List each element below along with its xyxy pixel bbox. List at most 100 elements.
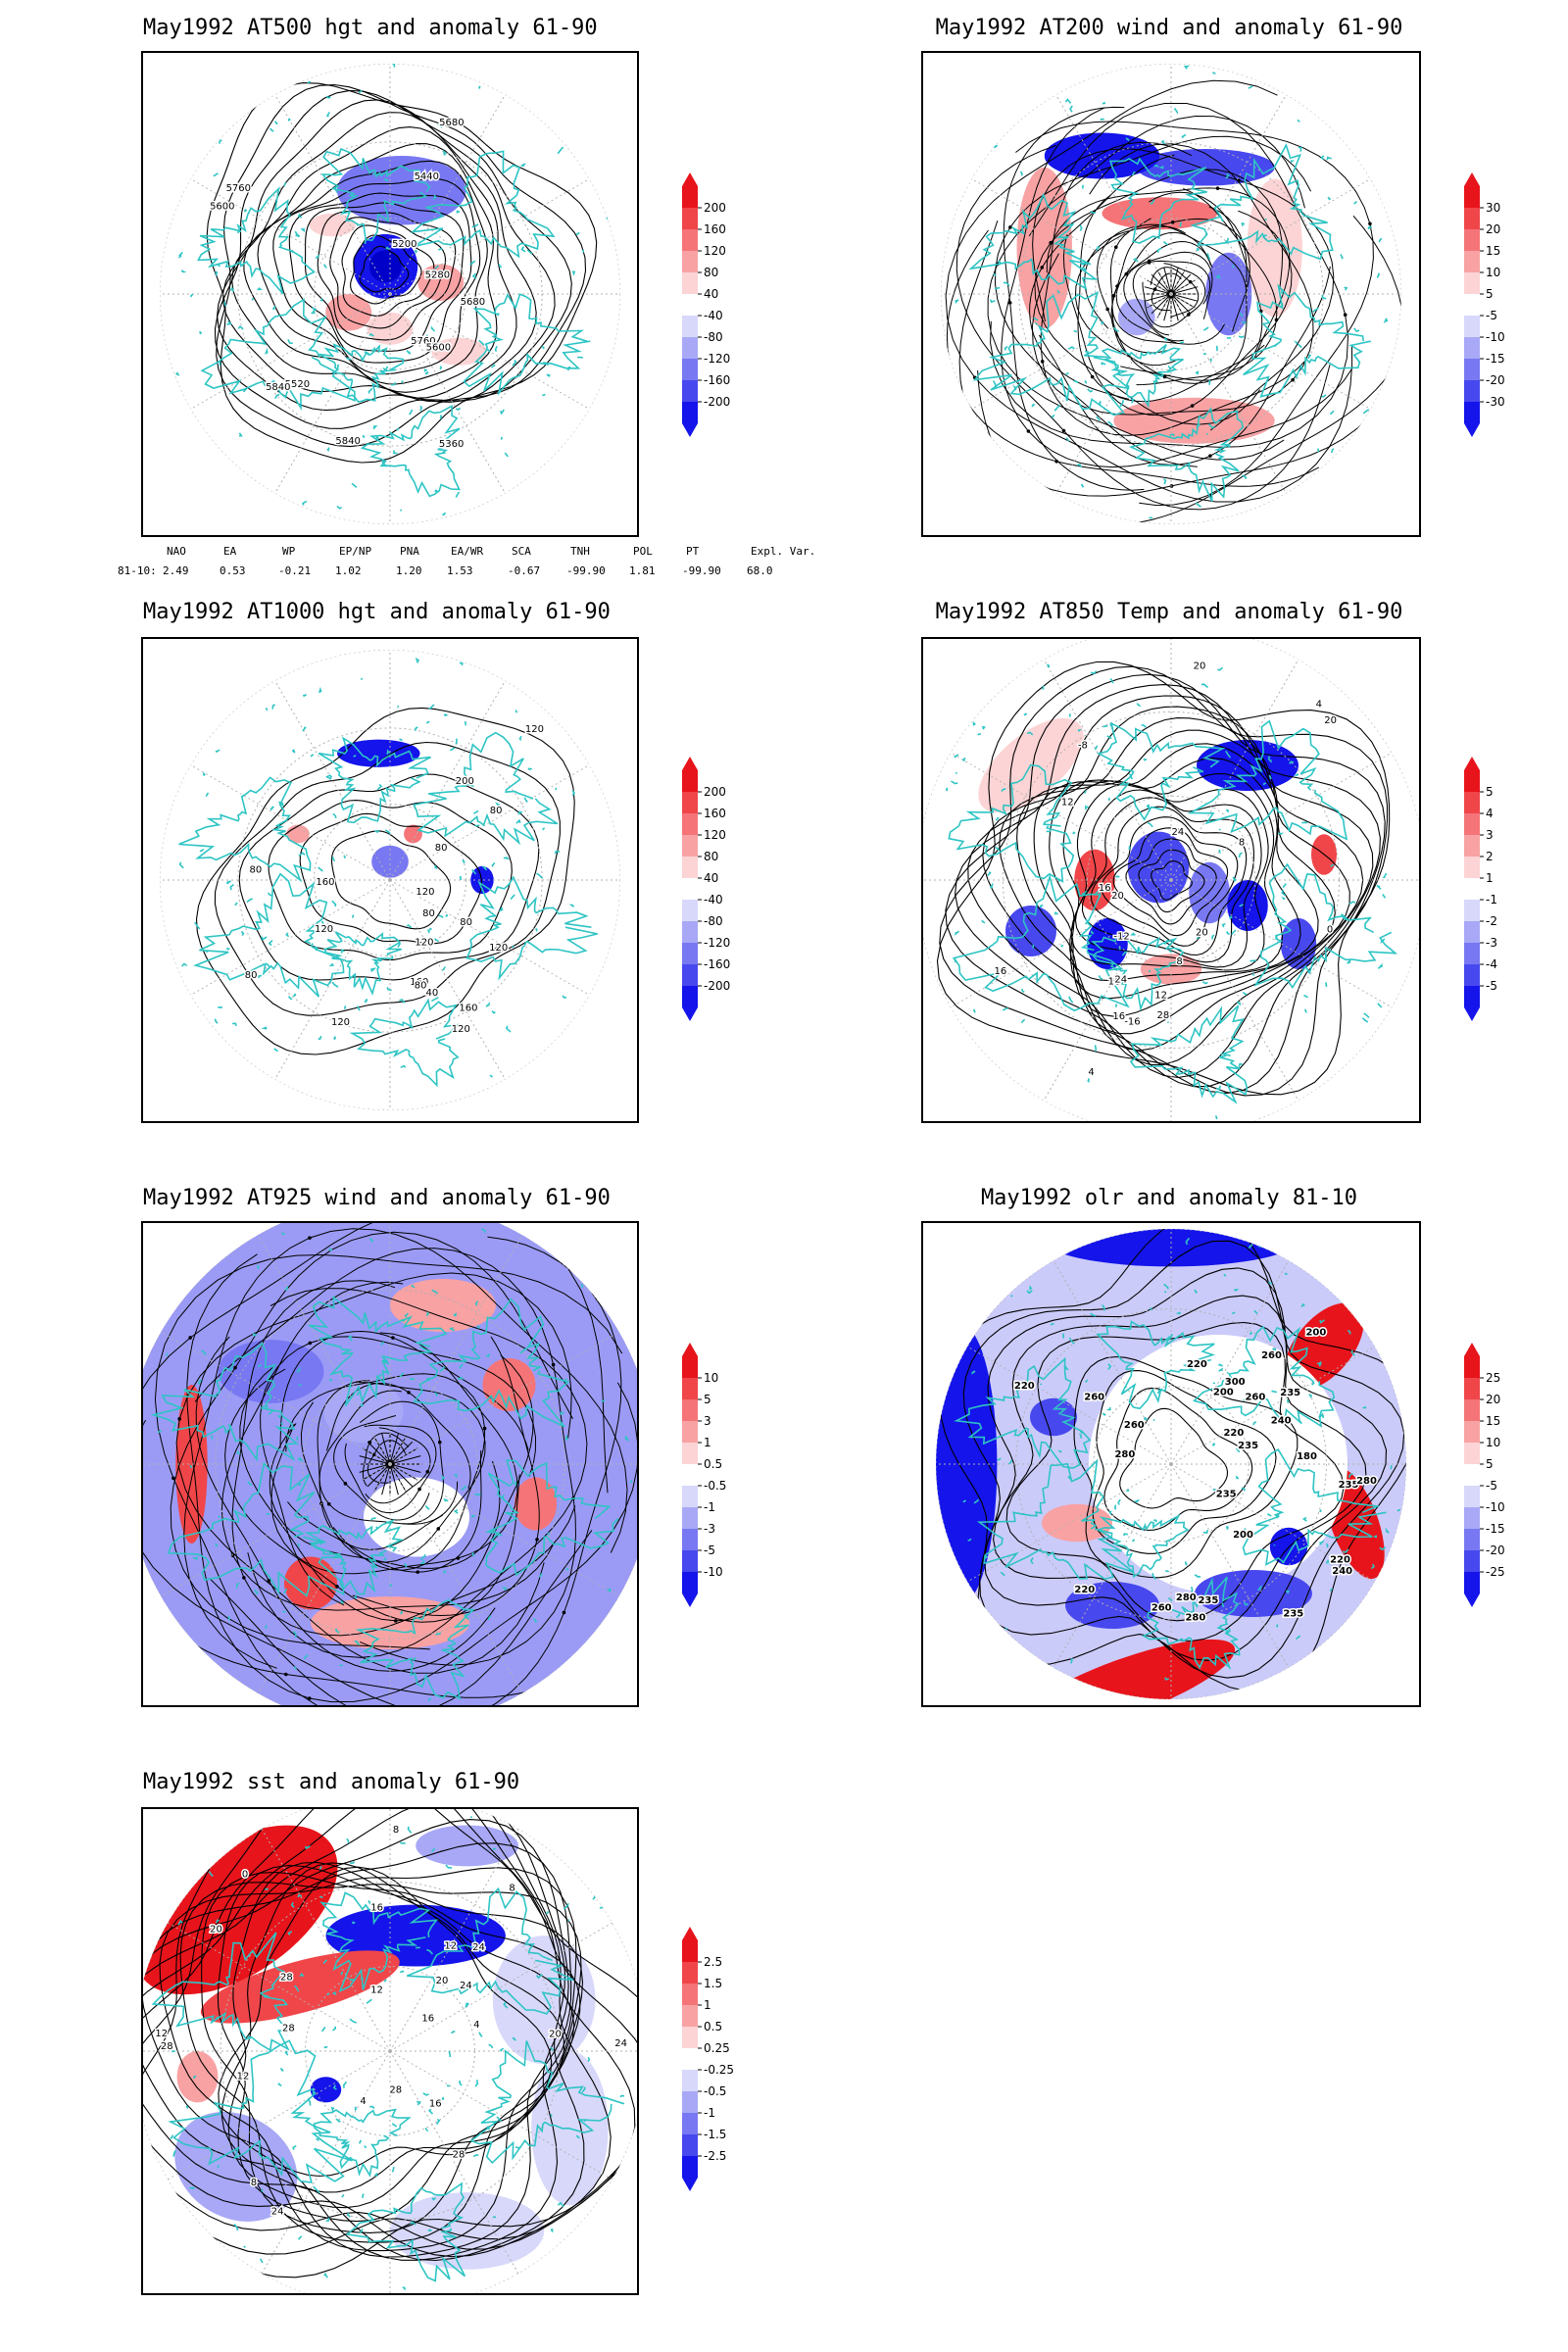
index-value-cell: -0.21 [278,564,312,577]
colorbar-tick-label: 160 [704,807,726,820]
contour-label: 0 [242,1870,248,1881]
contour-label: 80 [245,970,258,981]
contour-label: 80 [250,864,263,875]
colorbar-tick-label: 120 [704,828,726,842]
colorbar-tick-label: -1 [1486,893,1497,906]
colorbar-tick-label: 1 [1486,871,1494,885]
colorbar-segment [1464,402,1480,423]
colorbar-segment [1464,857,1480,878]
colorbar-tick-label: -200 [704,395,730,409]
index-header-cell: TNH [570,545,590,558]
colorbar-segment [682,1507,698,1529]
contour-labels: 2202602352202352602202352602402352802001… [1012,1326,1378,1625]
contour-label: 4 [1088,1067,1094,1078]
contour-label: 24 [460,1981,472,1991]
contour-labels: 28 28 24 24 20 20 16 16 12 12 8 8 4 28 24 0 4 8 12 16 20 24 28… [154,1823,629,2219]
colorbar-top-arrow [1464,172,1480,186]
colorbar-tick-label: -20 [1486,1544,1505,1557]
contour-label: 300 [1225,1377,1246,1388]
contour-label: 12 [1061,797,1074,808]
contour-label: 5760 [411,336,435,347]
colorbar-bottom-arrow [682,1593,698,1607]
colorbar-segment [1464,229,1480,251]
colorbar-segment [1464,1507,1480,1529]
colorbar-segment [682,2091,698,2113]
contour-label: 280 [1114,1449,1135,1460]
index-header-cell: EA/WR [451,545,484,558]
colorbar-segment [682,1356,698,1378]
colorbar-tick-label: -200 [704,979,730,993]
contour-label: -12 [1113,932,1129,943]
colorbar-tick-label: -1.5 [704,2128,726,2141]
contour-label: 16 [370,1903,383,1914]
colorbar-segment [1464,1486,1480,1507]
contour-label: 260 [1124,1420,1145,1431]
coastlines [174,64,611,516]
colorbar-tick-label: 20 [1486,1393,1500,1406]
panel-title-olr: May1992 olr and anomaly 81-10 [980,1186,1358,1210]
colorbar-tick-label: -5 [704,1544,715,1557]
contour-label: 5840 [266,382,290,393]
colorbar-segment [682,964,698,986]
colorbar-tick-label: -0.25 [704,2063,734,2077]
lat-lon-grid [143,1223,637,1705]
colorbar-segment [682,337,698,359]
colorbar-tick-label: -80 [704,914,723,928]
contour-label: 4 [473,2020,479,2031]
contour-label: 24 [614,2038,627,2049]
colorbar-segment [682,900,698,921]
colorbar-tick-label: -1 [704,1500,715,1514]
colorbar-segment [1464,1356,1480,1378]
contour-label: 200 [1233,1530,1253,1541]
contour-label: -8 [1078,741,1088,752]
colorbar-segment [682,770,698,792]
contour-label: 120 [416,887,434,898]
colorbar-tick-label: 2 [1486,850,1494,863]
contour-label: 12 [1154,991,1167,1002]
colorbar-tick-label: -5 [1486,309,1497,322]
colorbar-segment [682,2005,698,2027]
coastlines [945,663,1419,1120]
colorbar-tick-label: 1.5 [704,1977,722,1990]
contour-label: 16 [995,966,1007,977]
contour-label: 5600 [426,343,451,354]
contour-label: 235 [1216,1490,1237,1500]
colorbar-tick-label: 3 [704,1414,711,1428]
contour-label: 80 [435,843,448,854]
contour-label: 260 [1245,1393,1265,1403]
contour-label: 5360 [439,439,464,450]
colorbar-tick-label: -30 [1486,395,1505,409]
colorbar-segment [682,272,698,294]
colorbar-segment [1464,251,1480,272]
colorbar-tick-label: -0.5 [704,2084,726,2098]
colorbar-tick-label: -5 [1486,979,1497,993]
colorbar-segment [1464,294,1480,316]
contour-label: 20 [436,1976,449,1986]
colorbar-tick-label: 15 [1486,244,1500,258]
colorbar-segment [1464,208,1480,229]
colorbar-wind200: 30 20 15 10 5 -5 -10 -15 -20 -30 [1464,172,1533,451]
map-hgt1000: 120 120 120 160 120 80 120 160 40 80 160 200 80 80 120… [141,637,639,1123]
panel-title-wind200: May1992 AT200 wind and anomaly 61-90 [935,16,1403,40]
colorbar-segment [682,1464,698,1486]
colorbar-tick-label: 40 [704,287,718,301]
colorbar-tick-label: 15 [1486,1414,1500,1428]
colorbar-segment [682,878,698,900]
contour-label: 235 [1339,1480,1359,1491]
contour-label: 200 [1305,1328,1326,1339]
colorbar-bottom-arrow [1464,1007,1480,1021]
contour-label: 5600 [210,202,234,213]
colorbar-segment [682,229,698,251]
contour-label: 12 [237,2072,250,2082]
colorbar-tick-label: 10 [1486,1436,1500,1449]
colorbar-tick-label: -120 [704,352,730,366]
contour-label: 24 [271,2207,284,2218]
colorbar-tick-label: 80 [704,266,718,279]
colorbar-segment [682,1486,698,1507]
contour-label: 16 [1112,1011,1125,1022]
colorbar-segment [682,986,698,1007]
contour-label: 8 [509,1883,514,1893]
map-wind925 [141,1221,639,1707]
colorbar-tick-label: -5 [1486,1479,1497,1493]
